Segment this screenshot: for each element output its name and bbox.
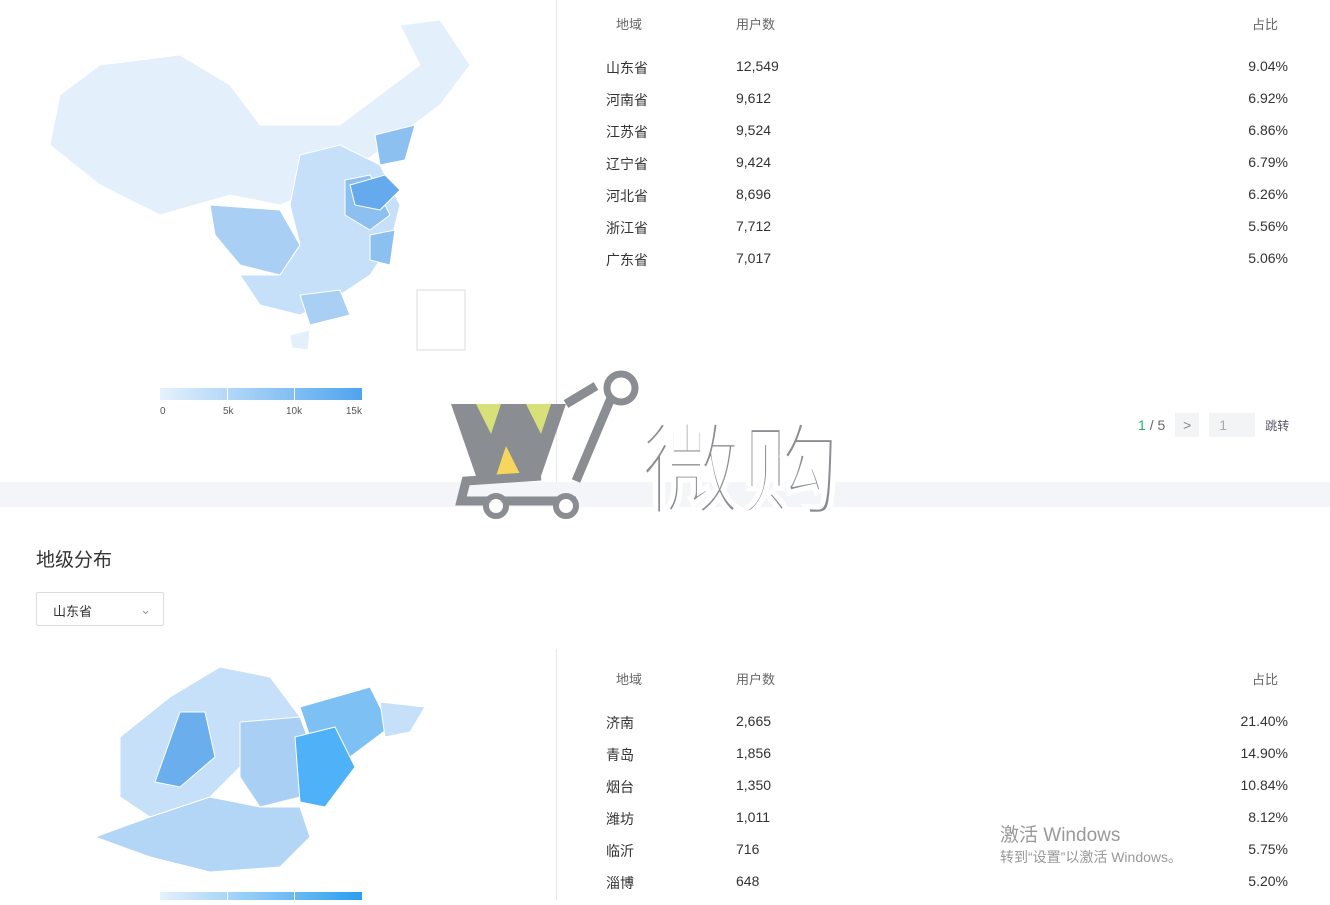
table-row[interactable]: 江苏省 9,524 6.86% xyxy=(606,122,1288,154)
cell-users: 12,549 xyxy=(736,58,779,74)
cell-region: 烟台 xyxy=(606,779,634,795)
cell-region: 潍坊 xyxy=(606,811,634,827)
cell-region: 山东省 xyxy=(606,60,648,76)
table-row[interactable]: 烟台 1,350 10.84% xyxy=(606,777,1288,809)
chevron-down-icon: ⌄ xyxy=(140,602,151,617)
cell-ratio: 5.20% xyxy=(1248,873,1288,889)
next-page-button[interactable]: > xyxy=(1175,413,1200,437)
cell-ratio: 8.12% xyxy=(1248,809,1288,825)
cell-ratio: 6.79% xyxy=(1248,154,1288,170)
cell-users: 9,524 xyxy=(736,122,772,138)
cell-region: 济南 xyxy=(606,715,634,731)
section-gap xyxy=(0,482,1330,507)
legend-gradient-bar xyxy=(160,892,362,900)
table-row[interactable]: 山东省 12,549 9.04% xyxy=(606,58,1288,90)
total-pages: 5 xyxy=(1157,417,1166,433)
page-indicator: 1 / 5 xyxy=(1138,417,1165,433)
page-input[interactable] xyxy=(1209,413,1256,437)
cell-ratio: 10.84% xyxy=(1240,777,1288,793)
cell-ratio: 14.90% xyxy=(1240,745,1288,761)
province-select[interactable]: 山东省 ⌄ xyxy=(36,592,164,626)
legend-tick: 10k xyxy=(286,406,303,417)
cell-users: 8,696 xyxy=(736,186,772,202)
cell-ratio: 21.40% xyxy=(1240,713,1288,729)
table-row[interactable]: 济南 2,665 21.40% xyxy=(606,713,1288,745)
legend-tick: 15k xyxy=(345,406,362,417)
cell-region: 江苏省 xyxy=(606,124,648,140)
legend-tick: 0 xyxy=(160,406,166,417)
table-row[interactable]: 淄博 648 5.20% xyxy=(606,873,1288,905)
cell-ratio: 5.56% xyxy=(1248,218,1288,234)
cell-users: 1,856 xyxy=(736,745,772,761)
cell-region: 浙江省 xyxy=(606,220,648,236)
cell-users: 2,665 xyxy=(736,713,772,729)
table-row[interactable]: 潍坊 1,011 8.12% xyxy=(606,809,1288,841)
header-users: 用户数 xyxy=(736,17,776,32)
table-row[interactable]: 河南省 9,612 6.92% xyxy=(606,90,1288,122)
cell-region: 淄博 xyxy=(606,875,634,891)
table-row[interactable]: 临沂 716 5.75% xyxy=(606,841,1288,873)
pagination: 1 / 5 > 跳转 xyxy=(1138,413,1289,437)
cell-users: 9,424 xyxy=(736,154,772,170)
cell-ratio: 5.06% xyxy=(1248,250,1288,266)
cell-users: 648 xyxy=(736,873,760,889)
svg-text:微购: 微购 xyxy=(640,413,841,526)
table-row[interactable]: 青岛 1,856 14.90% xyxy=(606,745,1288,777)
activation-title: 激活 Windows xyxy=(1000,825,1121,846)
cell-users: 7,712 xyxy=(736,218,772,234)
legend-gradient-bar xyxy=(160,388,362,400)
shandong-map[interactable] xyxy=(90,657,430,882)
cell-region: 广东省 xyxy=(606,252,648,268)
table-row[interactable]: 浙江省 7,712 5.56% xyxy=(606,218,1288,250)
activation-subtitle: 转到“设置”以激活 Windows。 xyxy=(1000,849,1183,865)
cell-users: 1,011 xyxy=(736,809,770,825)
select-value: 山东省 xyxy=(53,604,93,619)
divider xyxy=(556,0,557,482)
cell-ratio: 5.75% xyxy=(1248,841,1288,857)
page-separator: / xyxy=(1149,417,1154,433)
color-legend: 0 5k 10k 15k xyxy=(160,388,362,420)
cell-users: 9,612 xyxy=(736,90,772,106)
table-row[interactable]: 辽宁省 9,424 6.79% xyxy=(606,154,1288,186)
header-ratio: 占比 xyxy=(1251,17,1278,32)
cell-users: 716 xyxy=(736,841,760,857)
current-page: 1 xyxy=(1138,417,1146,433)
section-title: 地级分布 xyxy=(36,550,113,571)
header-region: 地域 xyxy=(616,672,643,687)
cell-ratio: 9.04% xyxy=(1248,58,1288,74)
table-row[interactable]: 广东省 7,017 5.06% xyxy=(606,250,1288,282)
legend-tick: 5k xyxy=(223,406,234,417)
cell-users: 7,017 xyxy=(736,250,772,266)
divider xyxy=(556,649,557,900)
cell-region: 河北省 xyxy=(606,188,648,204)
cell-region: 河南省 xyxy=(606,92,648,108)
weigou-logo-watermark: 微购 xyxy=(451,370,842,526)
table-row[interactable]: 河北省 8,696 6.26% xyxy=(606,186,1288,218)
cell-ratio: 6.86% xyxy=(1248,122,1288,138)
province-section: 0 5k 10k 15k 地域 用户数 占比 山东省 12,549 9.04% … xyxy=(40,0,1290,482)
city-section: 地级分布 山东省 ⌄ 地域 用户数 占比 济南 2,665 21.40% 青岛 1… xyxy=(0,507,1330,900)
header-ratio: 占比 xyxy=(1251,672,1278,687)
jump-button[interactable]: 跳转 xyxy=(1265,418,1290,433)
header-users: 用户数 xyxy=(736,672,776,687)
cell-region: 青岛 xyxy=(606,747,634,763)
city-color-legend xyxy=(160,892,362,900)
cell-ratio: 6.26% xyxy=(1248,186,1288,202)
header-region: 地域 xyxy=(616,17,643,32)
windows-activation-watermark: 激活 Windows 转到“设置”以激活 Windows。 xyxy=(1000,820,1182,867)
china-map[interactable] xyxy=(40,15,480,355)
cell-ratio: 6.92% xyxy=(1248,90,1288,106)
cell-users: 1,350 xyxy=(736,777,772,793)
cell-region: 临沂 xyxy=(606,843,634,859)
cell-region: 辽宁省 xyxy=(606,156,648,172)
